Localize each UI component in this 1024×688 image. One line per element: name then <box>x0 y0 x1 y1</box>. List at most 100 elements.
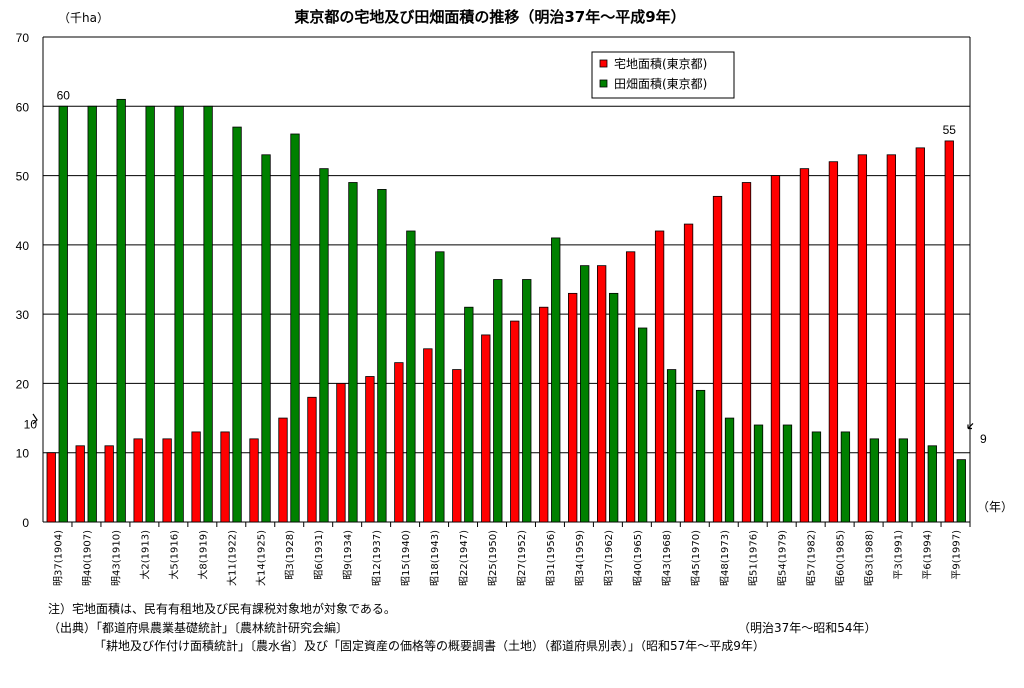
bar-farmland <box>522 279 532 523</box>
bar-residential <box>886 154 896 523</box>
x-tick-label: 昭9(1934) <box>342 530 354 580</box>
bar-residential <box>625 251 636 523</box>
x-tick-label: 大8(1919) <box>196 530 209 580</box>
x-tick-label: 昭3(1928) <box>284 530 296 580</box>
x-tick-label: 昭51(1976) <box>748 530 760 586</box>
x-tick-label: 大11(1922) <box>225 530 238 586</box>
x-tick-label: 平3(1991) <box>894 530 905 580</box>
x-tick-label: 昭63(1988) <box>864 530 876 586</box>
bar-farmland <box>319 168 329 523</box>
bar-farmland <box>811 431 822 523</box>
x-tick-label: 大5(1916) <box>167 530 180 580</box>
bar-residential <box>683 223 694 523</box>
bar-residential <box>133 438 143 523</box>
bar-farmland <box>377 189 387 523</box>
bar-residential <box>278 417 288 523</box>
y-tick-label: 70 <box>16 31 30 45</box>
bar-farmland <box>87 105 97 523</box>
bar-farmland <box>261 154 271 523</box>
bar-residential <box>597 265 607 523</box>
x-tick-label: 明40(1907) <box>81 530 93 586</box>
source-line-2: 「耕地及び作付け面積統計」〔農水省〕及び「固定資産の価格等の概要調書（土地）（都… <box>94 639 765 653</box>
x-tick-label: 明43(1910) <box>110 530 122 586</box>
bar-farmland <box>435 251 445 523</box>
bar-farmland <box>637 327 648 523</box>
data-label: 9 <box>980 432 987 446</box>
bar-residential <box>828 161 839 523</box>
bar-farmland <box>290 133 300 523</box>
bar-residential <box>46 452 56 523</box>
bar-residential <box>220 431 230 523</box>
y-tick-label: 60 <box>16 100 30 114</box>
bar-residential <box>162 438 172 523</box>
bar-farmland <box>406 230 416 523</box>
data-label: 55 <box>943 123 957 137</box>
bar-farmland <box>580 265 590 523</box>
bar-farmland <box>203 105 213 523</box>
legend-label: 宅地面積(東京都) <box>614 56 707 71</box>
bar-farmland <box>464 306 474 523</box>
bar-farmland <box>174 105 184 523</box>
bar-farmland <box>232 126 242 523</box>
bar-residential <box>481 334 491 523</box>
bar-residential <box>799 168 810 523</box>
bar-farmland <box>753 424 764 523</box>
x-tick-label: 大14(1925) <box>254 530 267 586</box>
data-label: 60 <box>57 88 71 102</box>
bar-farmland <box>840 431 851 523</box>
bar-farmland <box>58 105 68 523</box>
legend-box <box>591 51 735 99</box>
bar-residential <box>915 147 925 523</box>
axis-break-mark <box>32 413 38 425</box>
data-label-arrow <box>967 423 974 430</box>
bar-residential <box>365 376 375 523</box>
bar-farmland <box>666 369 677 523</box>
bar-residential <box>568 292 578 523</box>
x-tick-label: 明37(1904) <box>52 530 64 586</box>
bar-residential <box>191 431 201 523</box>
bar-farmland <box>551 237 561 523</box>
bar-residential <box>336 383 346 523</box>
x-tick-label: 昭25(1950) <box>487 530 499 586</box>
bar-farmland <box>116 98 126 523</box>
y-tick-label: 40 <box>16 239 30 253</box>
y-axis-unit: （千ha） <box>58 11 109 25</box>
bar-farmland <box>869 438 880 523</box>
x-tick-label: 昭48(1973) <box>719 530 731 586</box>
footnote: 注）宅地面積は、民有有租地及び民有課税対象地が対象である。 <box>48 602 396 616</box>
bar-residential <box>510 320 520 523</box>
bar-residential <box>712 195 723 523</box>
x-tick-label: 昭12(1937) <box>371 530 383 586</box>
y-tick-label: 20 <box>16 377 30 391</box>
bar-residential <box>423 348 433 523</box>
bar-farmland <box>724 417 735 523</box>
bar-farmland <box>956 459 966 523</box>
bar-farmland <box>782 424 793 523</box>
x-tick-label: 昭57(1982) <box>806 530 818 586</box>
y-tick-label: 10 <box>16 447 30 461</box>
bar-residential <box>539 306 549 523</box>
bar-residential <box>654 230 665 523</box>
y-tick-label: 50 <box>16 170 30 184</box>
bar-residential <box>452 369 462 523</box>
x-tick-label: 昭37(1962) <box>603 530 615 586</box>
bar-residential <box>307 396 317 523</box>
bar-residential <box>741 182 752 523</box>
x-tick-label: 平9(1997) <box>952 530 963 580</box>
bar-farmland <box>609 292 619 523</box>
bar-residential <box>857 154 868 523</box>
x-tick-label: 昭34(1959) <box>574 530 586 586</box>
bar-residential <box>394 362 404 523</box>
bar-farmland <box>493 279 503 523</box>
bar-farmland <box>695 389 706 523</box>
legend-swatch <box>599 79 608 88</box>
bar-farmland <box>348 182 358 523</box>
source-line-1: （出典）「都道府県農業基礎統計」〔農林統計研究会編〕 <box>48 621 349 635</box>
bar-residential <box>104 445 114 523</box>
bar-residential <box>944 140 954 523</box>
x-tick-label: 平6(1994) <box>923 530 934 580</box>
bar-residential <box>770 175 781 523</box>
bar-farmland <box>898 438 908 523</box>
x-tick-label: 昭15(1940) <box>400 530 412 586</box>
